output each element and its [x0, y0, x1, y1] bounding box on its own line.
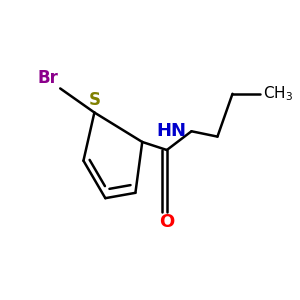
Text: O: O	[159, 213, 175, 231]
Text: CH$_3$: CH$_3$	[262, 84, 293, 103]
Text: Br: Br	[38, 69, 58, 87]
Text: HN: HN	[156, 122, 186, 140]
Text: S: S	[88, 91, 101, 109]
